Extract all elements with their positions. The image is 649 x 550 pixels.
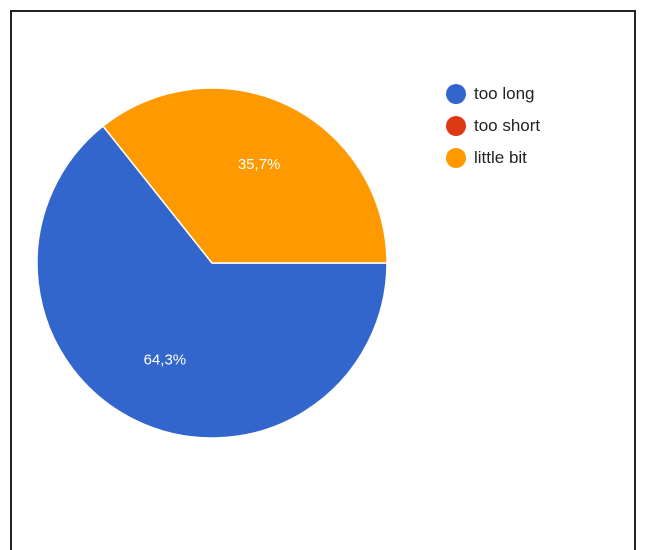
legend-item-little-bit[interactable]: little bit <box>446 142 540 174</box>
pie-slice-little-bit[interactable] <box>101 87 388 264</box>
legend-swatch-little-bit <box>446 148 466 168</box>
pie-slices <box>36 87 388 439</box>
slice-label-too-long: 64,3% <box>144 352 187 369</box>
legend-item-too-long[interactable]: too long <box>446 78 540 110</box>
legend-swatch-too-short <box>446 116 466 136</box>
pie-slice-too-long[interactable] <box>36 125 388 439</box>
legend-swatch-too-long <box>446 84 466 104</box>
pie-slice-labels: 64,3% 35,7% <box>144 156 281 368</box>
slice-label-little-bit: 35,7% <box>238 156 281 173</box>
legend: too long too short little bit <box>446 78 540 174</box>
legend-item-too-short[interactable]: too short <box>446 110 540 142</box>
legend-label-little-bit: little bit <box>474 148 527 167</box>
legend-label-too-long: too long <box>474 84 535 103</box>
legend-label-too-short: too short <box>474 116 541 135</box>
